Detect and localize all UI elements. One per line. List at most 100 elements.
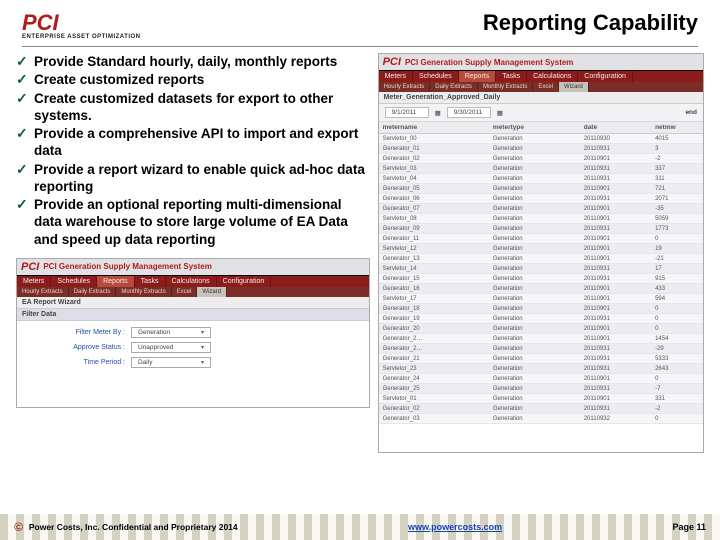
cell: Generation — [489, 404, 580, 413]
grid-header: meternamemetertypedatenetmw — [379, 122, 703, 134]
nav-tab[interactable]: Reports — [459, 71, 497, 82]
table-row[interactable]: Generator_16Generation20110901433 — [379, 284, 703, 294]
table-row[interactable]: Servletor_04Generation20110931311 — [379, 174, 703, 184]
nav-tab[interactable]: Excel — [172, 287, 198, 297]
table-row[interactable]: Generator_24Generation201109010 — [379, 374, 703, 384]
cell: 20110901 — [580, 234, 651, 243]
cell: Servletor_12 — [379, 244, 489, 253]
nav-tab[interactable]: Wizard — [559, 82, 589, 92]
table-row[interactable]: Generator_09Generation201109311773 — [379, 224, 703, 234]
nav-tab[interactable]: Calculations — [166, 276, 217, 287]
cell: Generator_18 — [379, 304, 489, 313]
cell: 20110901 — [580, 154, 651, 163]
nav-tab[interactable]: Daily Extracts — [69, 287, 117, 297]
table-row[interactable]: Generator_2…Generation20110931-29 — [379, 344, 703, 354]
cell: -35 — [651, 204, 703, 213]
nav-tab[interactable]: Configuration — [217, 276, 272, 287]
column-header[interactable]: metertype — [489, 122, 580, 133]
table-row[interactable]: Generator_25Generation20110931-7 — [379, 384, 703, 394]
cell: Generation — [489, 154, 580, 163]
cell: 915 — [651, 274, 703, 283]
nav-tab[interactable]: Schedules — [413, 71, 459, 82]
table-row[interactable]: Generator_02Generation20110931-2 — [379, 404, 703, 414]
cell: 20110931 — [580, 224, 651, 233]
nav-tab[interactable]: Schedules — [51, 276, 97, 287]
column-header[interactable]: date — [580, 122, 651, 133]
nav-tab[interactable]: Wizard — [197, 287, 227, 297]
cell: 20110930 — [580, 134, 651, 143]
cell: 331 — [651, 394, 703, 403]
filter-section: Filter Data — [17, 309, 369, 321]
nav-tab[interactable]: Reports — [97, 276, 135, 287]
cell: 0 — [651, 234, 703, 243]
table-row[interactable]: Generator_02Generation20110901-2 — [379, 154, 703, 164]
period-select[interactable]: Daily — [131, 357, 211, 368]
cell: 20110901 — [580, 324, 651, 333]
nav-tab[interactable]: Tasks — [496, 71, 527, 82]
range-from[interactable]: 9/1/2011 — [385, 107, 429, 118]
mock-nav: MetersSchedulesReportsTasksCalculationsC… — [17, 276, 369, 287]
logo-main: PCI — [22, 10, 141, 36]
cell: Generator_06 — [379, 194, 489, 203]
nav-tab[interactable]: Configuration — [578, 71, 633, 82]
table-row[interactable]: Generator_20Generation201109010 — [379, 324, 703, 334]
approve-select[interactable]: Unapproved — [131, 342, 211, 353]
mock-logo: PCI — [383, 56, 401, 68]
table-row[interactable]: Generator_18Generation201109010 — [379, 304, 703, 314]
nav-tab[interactable]: Monthly Extracts — [478, 82, 533, 92]
grid-title: Meter_Generation_Approved_Daily — [379, 92, 703, 104]
cell: Servletor_08 — [379, 214, 489, 223]
table-row[interactable]: Servletor_00Generation201109304015 — [379, 134, 703, 144]
nav-tab[interactable]: Hourly Extracts — [379, 82, 431, 92]
table-row[interactable]: Servletor_23Generation201109312643 — [379, 364, 703, 374]
column-header[interactable]: netmw — [651, 122, 703, 133]
cell: Generation — [489, 234, 580, 243]
table-row[interactable]: Generator_2…Generation201109011454 — [379, 334, 703, 344]
nav-tab[interactable]: Meters — [17, 276, 51, 287]
table-row[interactable]: Servletor_14Generation2011093117 — [379, 264, 703, 274]
cell: 19 — [651, 244, 703, 253]
table-row[interactable]: Generator_03Generation201109320 — [379, 414, 703, 424]
cell: Generation — [489, 414, 580, 423]
nav-tab[interactable]: Excel — [533, 82, 559, 92]
nav-tab[interactable]: Meters — [379, 71, 413, 82]
cell: Generation — [489, 284, 580, 293]
table-row[interactable]: Generator_07Generation20110901-35 — [379, 204, 703, 214]
table-row[interactable]: Servletor_03Generation20110931337 — [379, 164, 703, 174]
capability-item: ✓Provide Standard hourly, daily, monthly… — [16, 53, 370, 70]
table-row[interactable]: Servletor_17Generation20110901594 — [379, 294, 703, 304]
footer-link[interactable]: www.powercosts.com — [408, 522, 502, 532]
filterby-select[interactable]: Generation — [131, 327, 211, 338]
calendar-icon[interactable]: ▦ — [497, 109, 503, 117]
cell: -21 — [651, 254, 703, 263]
check-icon: ✓ — [16, 71, 28, 89]
capability-item: ✓Create customized reports — [16, 71, 370, 88]
table-row[interactable]: Generator_01Generation201109313 — [379, 144, 703, 154]
nav-tab[interactable]: Tasks — [135, 276, 166, 287]
cell: 20110901 — [580, 244, 651, 253]
column-header[interactable]: metername — [379, 122, 489, 133]
nav-tab[interactable]: Hourly Extracts — [17, 287, 69, 297]
table-row[interactable]: Servletor_01Generation20110901331 — [379, 394, 703, 404]
cell: 20110901 — [580, 284, 651, 293]
cell: 20110901 — [580, 254, 651, 263]
cell: Generator_19 — [379, 314, 489, 323]
table-row[interactable]: Generator_11Generation201109010 — [379, 234, 703, 244]
nav-tab[interactable]: Monthly Extracts — [116, 287, 171, 297]
capability-item: ✓Create customized datasets for export t… — [16, 90, 370, 125]
table-row[interactable]: Generator_06Generation201109312071 — [379, 194, 703, 204]
table-row[interactable]: Generator_05Generation20110901721 — [379, 184, 703, 194]
range-to[interactable]: 9/30/2011 — [447, 107, 491, 118]
left-column: ✓Provide Standard hourly, daily, monthly… — [16, 53, 370, 453]
nav-tab[interactable]: Calculations — [527, 71, 578, 82]
table-row[interactable]: Servletor_12Generation2011090119 — [379, 244, 703, 254]
table-row[interactable]: Generator_19Generation201109310 — [379, 314, 703, 324]
table-row[interactable]: Generator_13Generation20110901-21 — [379, 254, 703, 264]
cell: -2 — [651, 154, 703, 163]
calendar-icon[interactable]: ▦ — [435, 109, 441, 117]
slide-footer: © Power Costs, Inc. Confidential and Pro… — [0, 514, 720, 540]
table-row[interactable]: Generator_15Generation20110931915 — [379, 274, 703, 284]
table-row[interactable]: Servletor_08Generation201109015059 — [379, 214, 703, 224]
nav-tab[interactable]: Daily Extracts — [430, 82, 478, 92]
table-row[interactable]: Generator_21Generation201109315333 — [379, 354, 703, 364]
